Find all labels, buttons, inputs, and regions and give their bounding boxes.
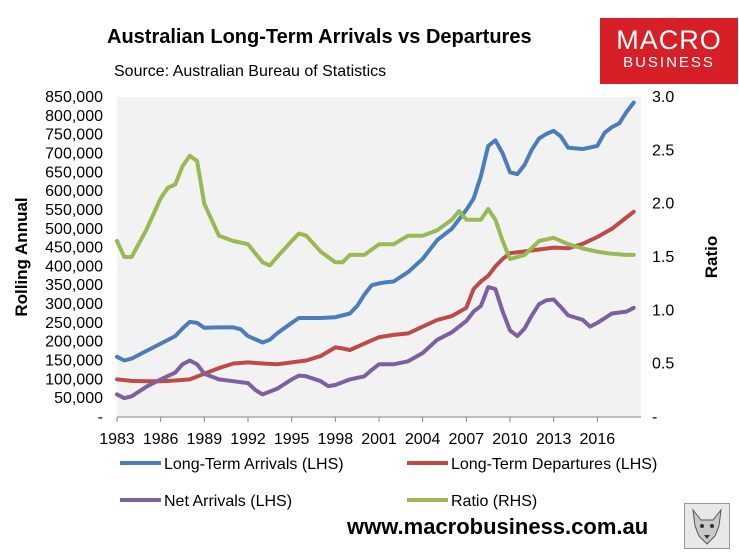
y-tick-label: 150,000 [45, 353, 103, 370]
y2-tick-label: 3.0 [652, 89, 674, 106]
x-tick-label: 2016 [580, 431, 616, 448]
y2-axis-label: Ratio [702, 236, 721, 279]
y2-tick-label: 1.0 [652, 302, 674, 319]
wolf-emblem [684, 503, 730, 549]
x-tick-label: 2010 [492, 431, 528, 448]
x-tick-label: 1992 [230, 431, 266, 448]
series-line-long-term-arrivals-lhs [115, 100, 636, 363]
legend: Long-Term Arrivals (LHS) Long-Term Depart… [120, 456, 657, 510]
x-tick-label: 1986 [143, 431, 179, 448]
x-tick-label: 2007 [449, 431, 485, 448]
y-tick-label: 300,000 [45, 296, 103, 313]
y-tick-label: 400,000 [45, 258, 103, 275]
y-tick-label: 550,000 [45, 202, 103, 219]
x-tick-label: 1995 [274, 431, 310, 448]
series-line-ratio-rhs [115, 153, 636, 268]
x-tick-label: 2013 [536, 431, 572, 448]
y-tick-label: 50,000 [54, 390, 103, 407]
x-tick-label: 1998 [318, 431, 354, 448]
y-tick-label: 600,000 [45, 183, 103, 200]
wolf-head-icon [692, 508, 722, 545]
x-tick-label: 1983 [99, 431, 135, 448]
chart-source: Source: Australian Bureau of Statistics [114, 63, 387, 80]
series-line-net-arrivals-lhs [115, 285, 636, 401]
y-tick-label: 200,000 [45, 334, 103, 351]
plot-area [117, 97, 641, 417]
logo-line-2: BUSINESS [623, 54, 715, 71]
y-tick-label: 250,000 [45, 315, 103, 332]
series-group [115, 100, 636, 401]
y2-tick-label: 2.5 [652, 142, 674, 159]
y-tick-label: 650,000 [45, 164, 103, 181]
legend-label: Long-Term Departures (LHS) [451, 456, 657, 473]
x-tick-label: 2001 [361, 431, 397, 448]
legend-label: Ratio (RHS) [451, 493, 537, 510]
logo-line-1: MACRO [616, 25, 722, 55]
y2-tick-label: 2.0 [652, 196, 674, 213]
y-tick-label: 750,000 [45, 127, 103, 144]
y-axis-label: Rolling Annual [12, 197, 31, 316]
y-tick-label: 450,000 [45, 240, 103, 257]
legend-label: Net Arrivals (LHS) [164, 493, 292, 510]
right-axis-ticks: - 0.5 1.0 1.5 2.0 2.5 3.0 [652, 89, 674, 426]
x-axis-ticks: 1983 1986 1989 1992 1995 1998 2001 2004 2007 2010… [99, 417, 615, 448]
website-url: www.macrobusiness.com.au [347, 514, 649, 539]
series-line-long-term-departures-lhs [115, 209, 636, 384]
y-tick-label: 850,000 [45, 89, 103, 106]
chart-title: Australian Long-Term Arrivals vs Departu… [107, 26, 532, 48]
y-tick-label: 100,000 [45, 371, 103, 388]
x-tick-label: 1989 [187, 431, 223, 448]
y-tick-label: 700,000 [45, 145, 103, 162]
y-tick-label: - [98, 409, 103, 426]
macrobusiness-logo: MACRO BUSINESS [600, 18, 738, 84]
x-tick-label: 2004 [405, 431, 441, 448]
y-tick-label: 500,000 [45, 221, 103, 238]
y2-tick-label: - [652, 409, 657, 426]
y-tick-label: 800,000 [45, 108, 103, 125]
legend-label: Long-Term Arrivals (LHS) [164, 456, 344, 473]
y2-tick-label: 0.5 [652, 356, 674, 373]
y-tick-label: 350,000 [45, 277, 103, 294]
y2-tick-label: 1.5 [652, 249, 674, 266]
